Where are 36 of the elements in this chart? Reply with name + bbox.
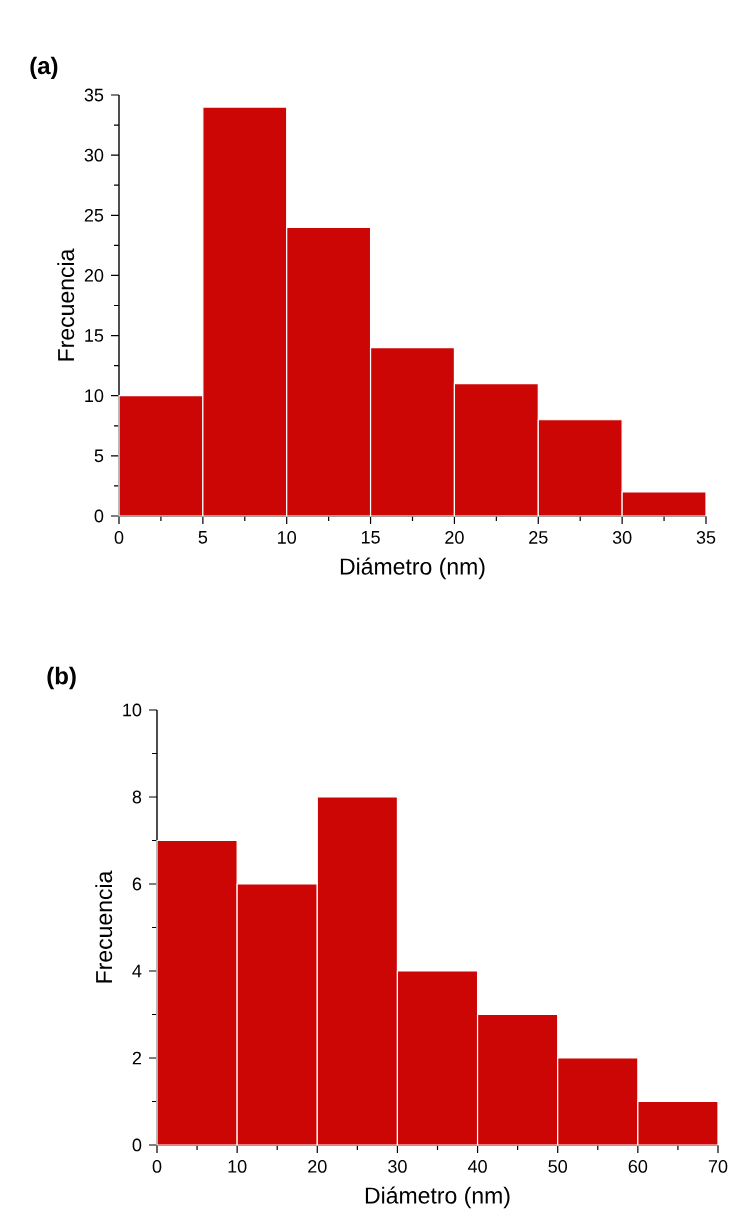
y-axis-title: Frecuencia [95,870,113,983]
y-tick-label: 20 [84,269,104,282]
y-tick-label: 6 [132,877,142,891]
x-tick-label: 0 [152,1160,162,1173]
y-tick-label: 35 [84,88,104,102]
y-tick-label: 10 [85,389,104,403]
x-axis-title: Diámetro (nm) [365,1186,510,1209]
x-tick-label: 25 [529,531,548,544]
x-tick-label: 10 [228,1160,247,1173]
x-tick-label: 0 [114,531,124,544]
x-tick-label: 15 [361,531,380,544]
y-tick-label: 30 [84,148,104,162]
y-tick-label: 25 [84,208,104,222]
y-tick-label: 5 [94,449,104,463]
y-tick-label: 0 [94,509,104,523]
x-tick-label: 10 [278,531,297,544]
x-tick-label: 20 [445,531,464,544]
y-tick-label: 0 [132,1138,142,1152]
x-tick-label: 40 [467,1160,487,1173]
y-axis-title: Frecuencia [57,248,75,361]
y-tick-label: 10 [123,703,142,717]
y-tick-label: 15 [85,329,104,342]
x-tick-label: 20 [308,1160,327,1173]
chart-title: (b) [47,666,76,690]
x-tick-label: 30 [388,1160,407,1173]
x-tick-label: 30 [612,531,632,544]
x-tick-label: 70 [708,1160,728,1173]
x-tick-label: 60 [628,1160,648,1173]
y-tick-label: 4 [132,964,142,978]
chart-title: (a) [30,56,58,80]
x-axis-title: Diámetro (nm) [340,557,485,580]
x-tick-label: 50 [548,1160,568,1173]
x-tick-label: 5 [198,531,208,544]
y-tick-label: 2 [132,1051,142,1065]
y-tick-label: 8 [132,790,142,804]
x-tick-label: 35 [696,531,716,544]
